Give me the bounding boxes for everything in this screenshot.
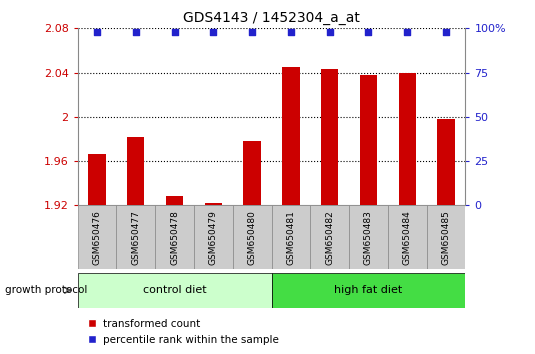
- Bar: [321, 69, 339, 205]
- Title: GDS4143 / 1452304_a_at: GDS4143 / 1452304_a_at: [183, 11, 360, 24]
- Bar: [166, 196, 184, 205]
- Text: high fat diet: high fat diet: [334, 285, 403, 295]
- Text: growth protocol: growth protocol: [5, 285, 88, 295]
- Text: control diet: control diet: [143, 285, 207, 295]
- Text: GSM650479: GSM650479: [209, 210, 218, 265]
- Point: [132, 29, 140, 35]
- Text: GSM650480: GSM650480: [248, 210, 257, 265]
- Point: [442, 29, 450, 35]
- Point: [248, 29, 256, 35]
- Text: GSM650477: GSM650477: [131, 210, 140, 265]
- Bar: [399, 73, 416, 205]
- Bar: [88, 154, 106, 205]
- Bar: [233, 205, 271, 269]
- Bar: [194, 205, 233, 269]
- Bar: [349, 205, 388, 269]
- Text: GSM650476: GSM650476: [93, 210, 102, 265]
- Point: [93, 29, 101, 35]
- Point: [287, 29, 295, 35]
- Text: GSM650484: GSM650484: [403, 210, 412, 264]
- Bar: [427, 205, 465, 269]
- Legend: transformed count, percentile rank within the sample: transformed count, percentile rank withi…: [83, 315, 282, 349]
- Bar: [271, 273, 465, 308]
- Bar: [127, 137, 144, 205]
- Bar: [282, 67, 300, 205]
- Text: GSM650478: GSM650478: [170, 210, 179, 265]
- Text: GSM650481: GSM650481: [286, 210, 295, 265]
- Bar: [78, 205, 116, 269]
- Point: [209, 29, 218, 35]
- Bar: [310, 205, 349, 269]
- Point: [403, 29, 411, 35]
- Bar: [204, 203, 222, 205]
- Bar: [437, 119, 455, 205]
- Bar: [360, 75, 377, 205]
- Point: [325, 29, 334, 35]
- Point: [364, 29, 373, 35]
- Bar: [271, 205, 310, 269]
- Bar: [155, 205, 194, 269]
- Bar: [78, 273, 271, 308]
- Bar: [388, 205, 427, 269]
- Bar: [116, 205, 155, 269]
- Text: GSM650485: GSM650485: [441, 210, 450, 265]
- Point: [170, 29, 179, 35]
- Text: GSM650482: GSM650482: [325, 210, 334, 264]
- Text: GSM650483: GSM650483: [364, 210, 373, 265]
- Bar: [243, 141, 261, 205]
